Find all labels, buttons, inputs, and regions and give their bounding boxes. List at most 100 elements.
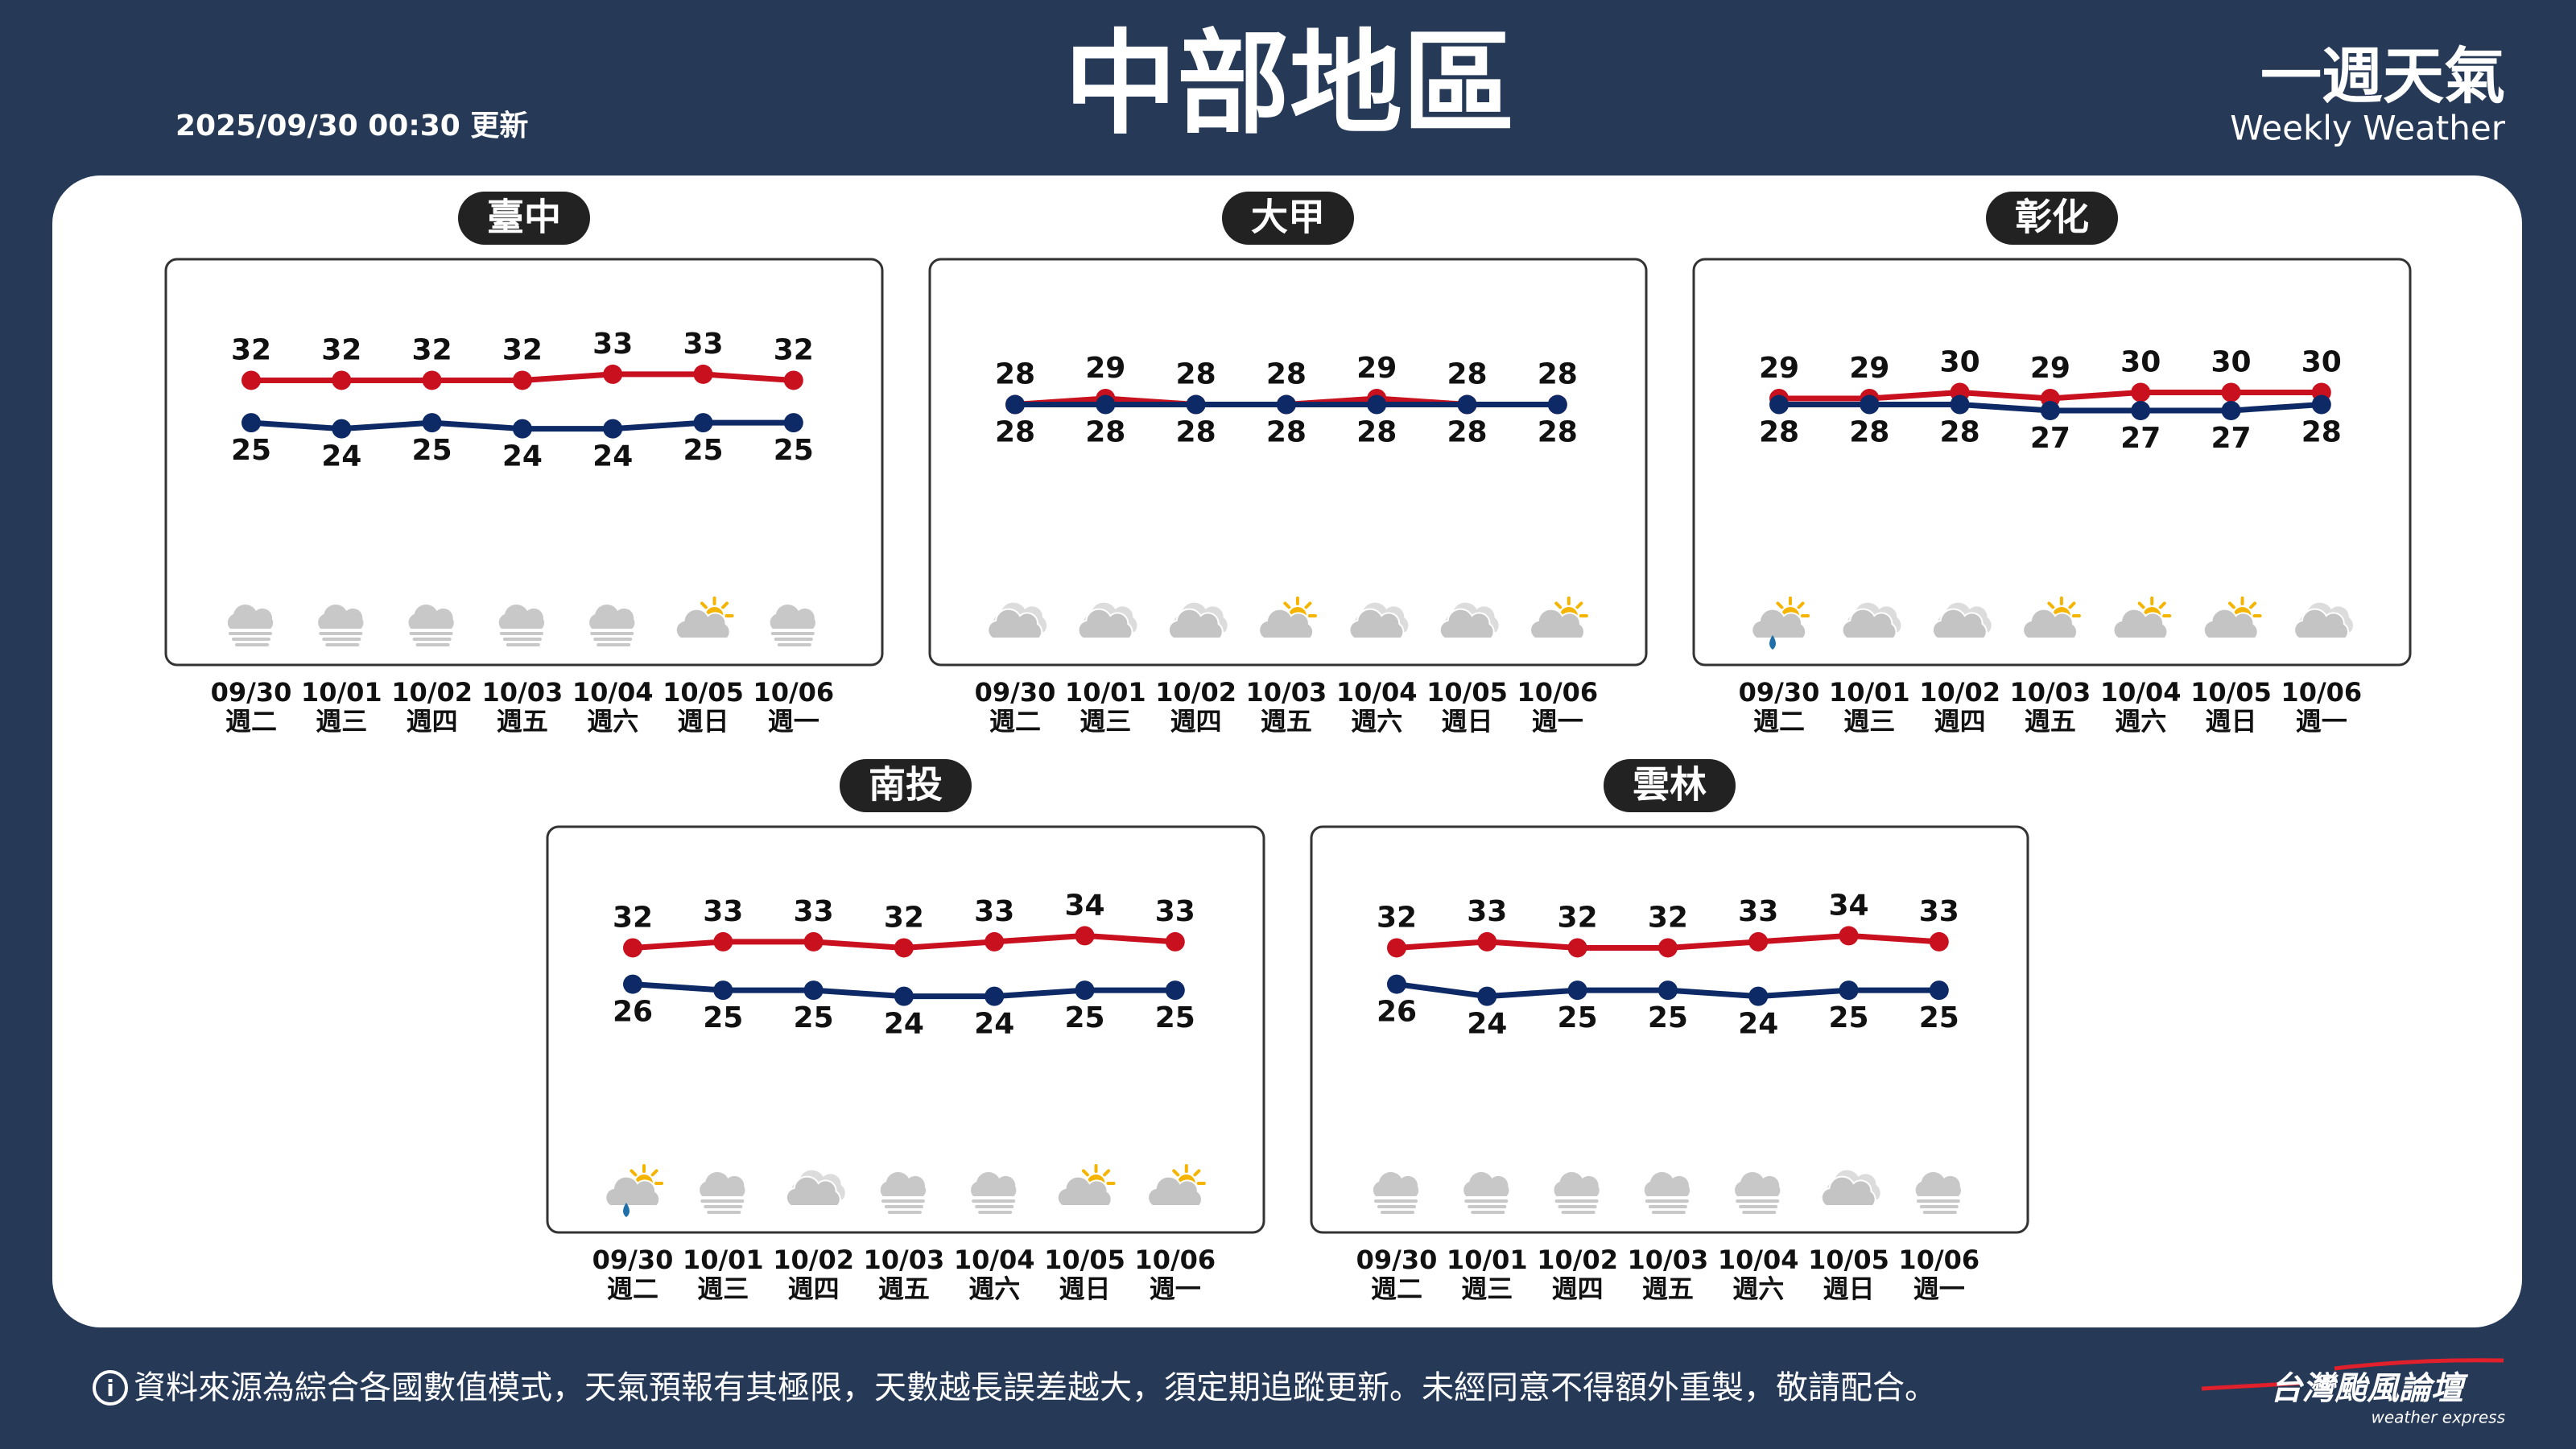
temperature-point [803,931,824,952]
date-label: 10/06 [1134,1245,1216,1275]
temperature-label: 24 [502,440,543,473]
temperature-label: 24 [1738,1008,1778,1041]
chart-title: 雲林 [1633,763,1707,807]
title-pill [1604,759,1736,812]
temperature-label: 33 [1155,895,1195,928]
date-label: 10/01 [301,677,382,708]
title-pill [1222,192,1354,245]
temperature-point [1547,394,1567,415]
temperature-label: 30 [2301,345,2342,378]
date-label: 10/04 [954,1245,1035,1275]
weather-icon [1147,1164,1206,1207]
cloud [700,1171,745,1196]
temperature-point [1657,980,1678,1001]
temperature-label: 33 [703,895,743,928]
weekday-label: 週四 [1170,706,1222,737]
sun-ray [2227,601,2235,609]
weather-icon [1258,597,1317,639]
weekday-label: 週四 [1934,706,1986,737]
temperature-point [1457,394,1477,415]
temperature-point [1075,980,1095,1001]
weekday-label: 週六 [2115,706,2166,737]
temperature-label: 28 [1266,358,1307,391]
temperature-point [783,413,803,433]
temperature-point [1367,394,1387,415]
cloud [1530,608,1585,639]
temperature-label: 28 [1176,358,1216,391]
info-icon [93,1370,128,1406]
temperature-point [1477,931,1497,952]
chart-frame [1692,258,2412,667]
weekday-label: 週日 [1441,706,1492,737]
sun-ray [1304,601,1312,609]
temperature-label: 28 [1266,416,1307,449]
temperature-point [422,413,442,433]
sun-ray [2249,601,2257,609]
date-label: 10/04 [2100,677,2182,708]
weekday-label: 週一 [1150,1274,1201,1304]
temperature-label: 25 [1155,1001,1195,1034]
weekday-label: 週一 [2296,706,2347,737]
weekday-label: 週六 [1732,1274,1784,1304]
temperature-label: 25 [794,1001,834,1034]
temperature-point [1929,980,1949,1001]
temperature-label: 29 [1759,352,1799,385]
temperature-label: 32 [1377,901,1417,934]
weekday-label: 週二 [1753,706,1805,737]
weather-icon [1530,597,1588,639]
cloud [1915,1171,1961,1196]
temperature-label: 27 [2211,422,2251,455]
weather-icon [1751,597,1810,650]
weather-icon [1077,602,1137,639]
cloud [1348,608,1405,639]
sun-ray [700,601,708,609]
chart-frame [928,258,1648,667]
temperature-label: 28 [1085,416,1125,449]
cloud [1751,608,1807,639]
rain-drop [1769,635,1776,650]
date-label: 10/01 [1829,677,1910,708]
cloud [1167,608,1224,639]
weather-icon [1348,602,1409,639]
sun-ray [1103,1169,1111,1177]
weekday-label: 週一 [768,706,819,737]
temperature-label: 28 [1538,358,1578,391]
title-pill [840,759,972,812]
temperature-point [1165,931,1185,952]
temperature-label: 34 [1064,889,1104,922]
temperature-point [1387,974,1406,994]
cloud [1644,1171,1690,1196]
temperature-point [1075,926,1095,946]
temperature-point [242,413,261,433]
weather-icon [1735,1171,1781,1214]
footer-note: 資料來源為綜合各國數值模式，天氣預報有其極限，天數越長誤差越大，須定期追蹤更新。… [134,1369,1937,1406]
temperature-label: 33 [974,895,1014,928]
temperature-label: 27 [2030,422,2070,455]
temperature-label: 28 [1447,358,1487,391]
temperature-point [623,974,642,994]
cloud [2022,608,2079,639]
date-label: 10/06 [1517,677,1598,708]
date-label: 10/06 [753,677,834,708]
date-label: 10/03 [864,1245,945,1275]
chart-title: 臺中 [487,196,561,239]
weekday-label: 週二 [607,1274,658,1304]
temperature-point [2221,382,2241,402]
temperature-label: 29 [1849,352,1889,385]
weekday-label: 週六 [1351,706,1402,737]
sun-ray [1081,1169,1089,1177]
temperature-point [1860,394,1880,415]
temperature-label: 29 [1356,352,1397,385]
weather-icon [1820,1170,1880,1207]
date-label: 10/03 [1246,677,1327,708]
weekday-label: 週二 [1371,1274,1422,1304]
sun-ray [1193,1169,1201,1177]
temperature-label: 28 [1356,416,1397,449]
temperature-label: 28 [995,358,1035,391]
temperature-label: 28 [1538,416,1578,449]
date-label: 09/30 [592,1245,674,1275]
temperature-label: 32 [1648,901,1688,934]
sun-ray [1776,601,1784,609]
weekday-label: 週五 [1261,706,1312,737]
weekday-label: 週日 [1059,1274,1110,1304]
